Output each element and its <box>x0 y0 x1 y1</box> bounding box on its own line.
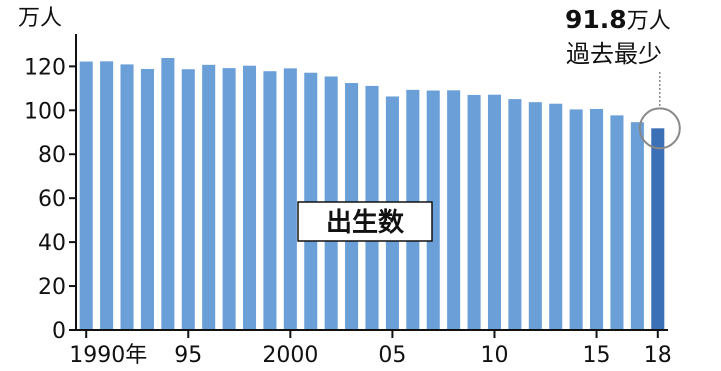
annotation-value: 91.8 <box>565 5 627 34</box>
bar-1991 <box>100 61 114 331</box>
x-tick-label-10: 10 <box>480 343 508 368</box>
y-tick-label-80: 80 <box>38 143 66 168</box>
axes-group <box>75 34 668 331</box>
annotation: 91.8万人 過去最少 <box>565 5 681 150</box>
bar-1997 <box>222 68 236 331</box>
bar-1993 <box>140 69 154 330</box>
bar-2010 <box>487 94 502 330</box>
bar-1995 <box>181 69 195 330</box>
y-ticks-group: 0 20 40 60 80 100 120 <box>24 55 76 344</box>
x-tick-label-1990年: 1990年 <box>69 343 147 368</box>
y-tick-label-20: 20 <box>38 275 66 300</box>
y-tick-label-0: 0 <box>52 319 66 344</box>
bar-2007 <box>426 90 440 330</box>
y-tick-label-60: 60 <box>38 187 66 212</box>
bar-1999 <box>263 71 277 330</box>
series-label: 出生数 <box>326 208 405 238</box>
y-unit-label: 万人 <box>18 6 62 31</box>
annotation-value-line: 91.8万人 <box>565 5 671 34</box>
y-tick-label-100: 100 <box>24 99 66 124</box>
bar-2009 <box>467 94 481 330</box>
x-tick-label-95: 95 <box>174 343 202 368</box>
bar-2008 <box>447 90 461 330</box>
x-tick-label-2000: 2000 <box>262 343 318 368</box>
bar-2014 <box>569 109 583 330</box>
y-tick-label-120: 120 <box>24 55 66 80</box>
y-tick-label-40: 40 <box>38 231 66 256</box>
bar-1990 <box>79 61 93 330</box>
bar-1996 <box>202 64 216 330</box>
bar-2012 <box>528 102 542 330</box>
bar-2015 <box>590 108 604 330</box>
x-tick-label-18: 18 <box>644 343 672 368</box>
bar-1992 <box>120 64 134 330</box>
bar-2017 <box>630 122 644 330</box>
bar-2016 <box>610 115 624 330</box>
bar-2018 <box>651 128 665 330</box>
annotation-note: 過去最少 <box>566 40 662 68</box>
bar-2000 <box>283 68 297 330</box>
bar-2013 <box>549 103 563 331</box>
bar-1994 <box>161 58 175 331</box>
x-ticks-group: 1990年 95 2000 05 10 15 18 <box>69 330 672 368</box>
x-tick-label-15: 15 <box>583 343 611 368</box>
bar-2011 <box>508 99 522 330</box>
annotation-unit: 万人 <box>627 9 671 34</box>
series-label-box: 出生数 <box>297 201 433 242</box>
bar-1998 <box>242 65 257 330</box>
x-tick-label-05: 05 <box>378 343 406 368</box>
bars-group <box>79 58 665 331</box>
